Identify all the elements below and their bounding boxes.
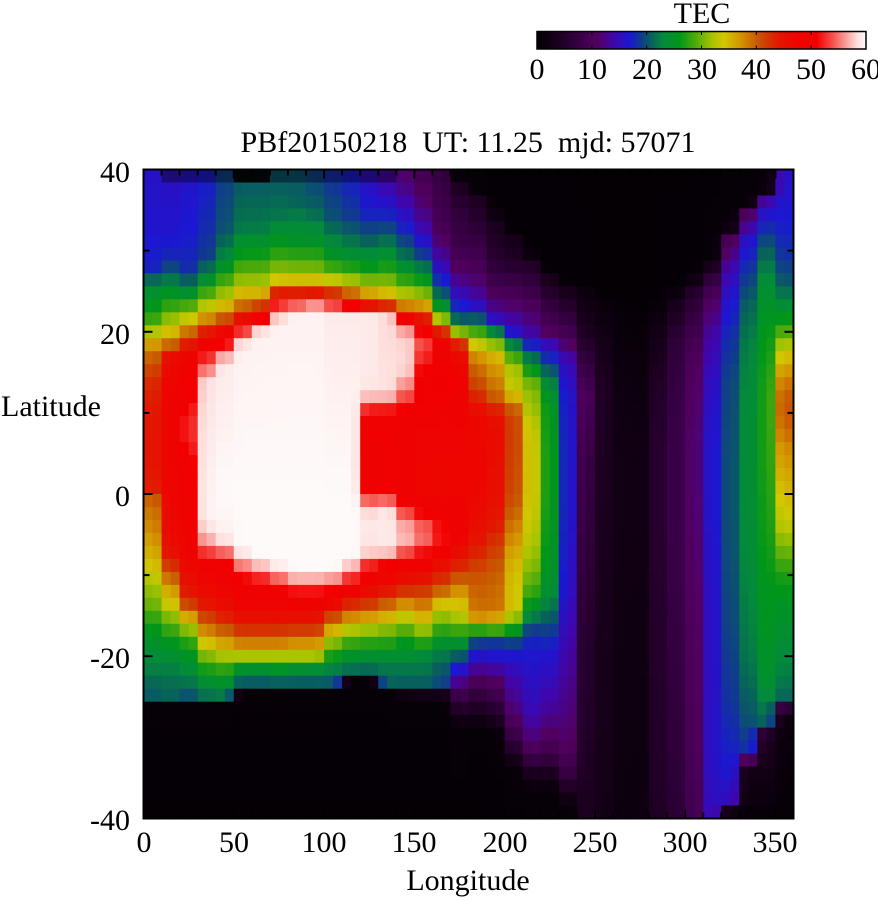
svg-text:20: 20 — [100, 318, 130, 351]
svg-text:0: 0 — [137, 826, 152, 859]
svg-text:60: 60 — [851, 53, 878, 86]
svg-text:10: 10 — [577, 53, 607, 86]
svg-text:Latitude: Latitude — [1, 390, 101, 423]
svg-text:0: 0 — [115, 480, 130, 513]
svg-text:PBf20150218 UT: 11.25 mjd: 5: PBf20150218 UT: 11.25 mjd: 57071 — [241, 126, 696, 159]
svg-text:50: 50 — [219, 826, 249, 859]
svg-text:200: 200 — [483, 826, 528, 859]
svg-text:250: 250 — [573, 826, 618, 859]
svg-text:TEC: TEC — [674, 0, 731, 30]
svg-text:-40: -40 — [90, 804, 130, 837]
svg-text:30: 30 — [687, 53, 717, 86]
svg-text:20: 20 — [632, 53, 662, 86]
svg-text:150: 150 — [392, 826, 437, 859]
svg-text:300: 300 — [663, 826, 708, 859]
svg-text:Longitude: Longitude — [406, 864, 529, 897]
svg-text:100: 100 — [302, 826, 347, 859]
svg-text:350: 350 — [753, 826, 798, 859]
svg-text:40: 40 — [100, 156, 130, 189]
svg-text:-20: -20 — [90, 642, 130, 675]
svg-text:0: 0 — [530, 53, 545, 86]
svg-text:40: 40 — [741, 53, 771, 86]
svg-text:50: 50 — [796, 53, 826, 86]
